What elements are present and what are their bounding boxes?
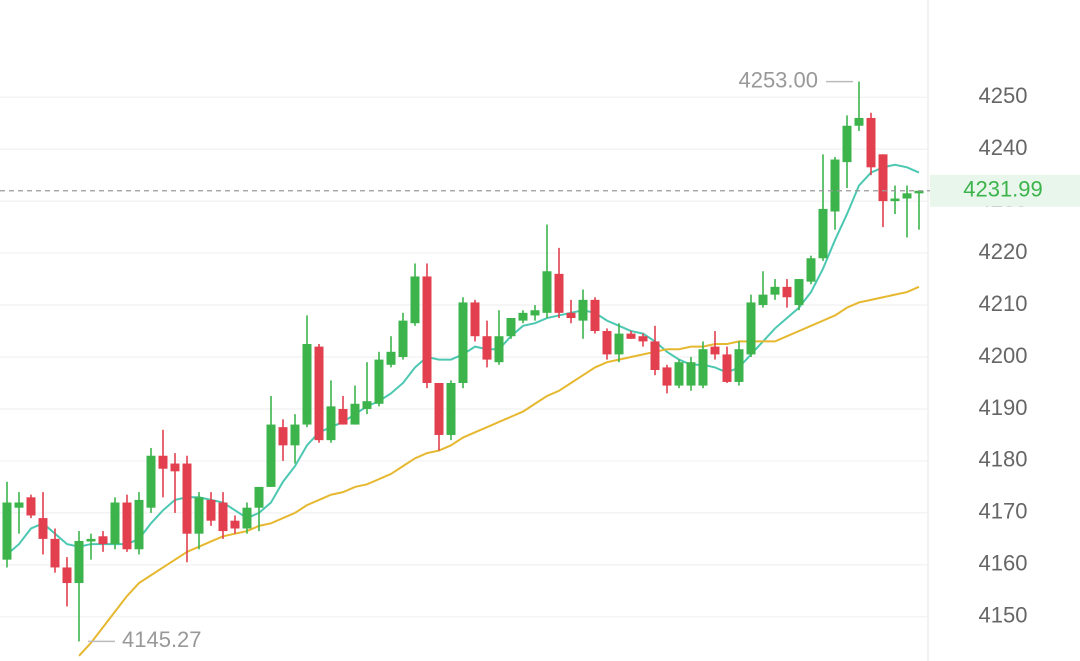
y-tick-label: 4170 <box>979 499 1028 524</box>
candle-body <box>626 333 636 339</box>
candle-body <box>338 408 348 425</box>
candle-body <box>782 286 792 298</box>
candle-body <box>878 154 888 202</box>
candle-body <box>170 463 180 472</box>
candle-body <box>746 302 756 355</box>
y-tick-label: 4250 <box>979 83 1028 108</box>
candle-body <box>50 538 60 568</box>
candle-body <box>410 276 420 324</box>
candle-body <box>350 403 360 425</box>
candle-body <box>194 497 204 534</box>
candle-body <box>278 427 288 446</box>
candle-body <box>314 346 324 441</box>
candle-body <box>734 349 744 382</box>
candle-body <box>866 117 876 168</box>
y-tick-label: 4210 <box>979 291 1028 316</box>
candle-body <box>638 336 648 342</box>
candle-body <box>554 273 564 313</box>
high-marker-label: 4253.00 <box>738 67 818 92</box>
candle-body <box>146 455 156 508</box>
candle-body <box>470 302 480 337</box>
y-tick-label: 4150 <box>979 603 1028 628</box>
y-tick-label: 4220 <box>979 239 1028 264</box>
candle-body <box>758 294 768 306</box>
candle-body <box>26 497 36 516</box>
candle-body <box>698 349 708 386</box>
candle-body <box>770 286 780 295</box>
candle-body <box>830 159 840 212</box>
overlay: 4253.00 4145.27 4231.99 <box>0 67 1080 652</box>
candle-body <box>446 382 456 435</box>
candle-body <box>722 354 732 382</box>
y-tick-label: 4160 <box>979 551 1028 576</box>
candle-body <box>542 271 552 313</box>
moving-average-line <box>78 285 920 657</box>
candle-body <box>266 424 276 487</box>
candle-body <box>650 341 660 370</box>
candle-body <box>842 125 852 163</box>
last-price-badge <box>930 174 1080 207</box>
y-tick-label: 4200 <box>979 343 1028 368</box>
low-marker-label: 4145.27 <box>122 627 202 652</box>
candle-body <box>578 299 588 321</box>
candle-body <box>86 538 96 542</box>
grid <box>0 96 928 618</box>
candle-body <box>98 536 108 545</box>
candle-body <box>206 499 216 521</box>
candle-body <box>134 499 144 550</box>
candle-body <box>686 362 696 386</box>
candle-body <box>914 190 924 194</box>
y-tick-label: 4240 <box>979 135 1028 160</box>
candles <box>2 81 924 642</box>
last-price-label: 4231.99 <box>963 177 1043 202</box>
candle-body <box>326 406 336 441</box>
candle-body <box>374 359 384 404</box>
candle-body <box>110 502 120 545</box>
candle-body <box>242 507 252 529</box>
candle-body <box>122 502 132 550</box>
candle-body <box>818 208 828 259</box>
candle-body <box>494 336 504 363</box>
candle-body <box>662 367 672 386</box>
candle-body <box>602 331 612 355</box>
candle-body <box>218 502 228 532</box>
candle-body <box>422 276 432 383</box>
candle-body <box>854 117 864 126</box>
candle-body <box>158 455 168 469</box>
candle-body <box>566 312 576 319</box>
candle-body <box>62 567 72 584</box>
candle-body <box>230 520 240 529</box>
candle-body <box>794 279 804 306</box>
candle-body <box>74 540 84 584</box>
candle-body <box>890 198 900 202</box>
y-axis: 4150416041704180419042004210422042304240… <box>979 83 1028 628</box>
candle-body <box>806 258 816 282</box>
candle-body <box>14 502 24 508</box>
candle-body <box>254 486 264 508</box>
candle-body <box>590 299 600 332</box>
candle-body <box>674 362 684 386</box>
candle-body <box>710 346 720 355</box>
candle-body <box>458 302 468 383</box>
candle-body <box>290 424 300 446</box>
candle-body <box>2 502 12 560</box>
candle-body <box>434 382 444 435</box>
candle-body <box>482 336 492 360</box>
candle-body <box>302 344 312 425</box>
candle-body <box>182 463 192 534</box>
candle-body <box>902 193 912 199</box>
y-tick-label: 4190 <box>979 395 1028 420</box>
candle-body <box>398 320 408 358</box>
candle-body <box>614 333 624 355</box>
candle-body <box>530 310 540 316</box>
candle-body <box>38 518 48 539</box>
candle-body <box>362 401 372 409</box>
candle-body <box>386 351 396 365</box>
candle-body <box>518 312 528 321</box>
y-tick-label: 4180 <box>979 447 1028 472</box>
candle-body <box>506 318 516 337</box>
moving-averages <box>6 163 920 657</box>
